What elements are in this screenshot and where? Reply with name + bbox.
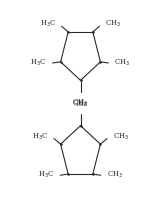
Text: CH$_3$: CH$_3$ — [72, 98, 89, 109]
Text: H$_3$C: H$_3$C — [32, 131, 48, 142]
Text: CH$_3$: CH$_3$ — [114, 58, 131, 68]
Text: CH$_3$: CH$_3$ — [113, 131, 129, 142]
Text: H$_3$C: H$_3$C — [38, 170, 54, 180]
Text: CH$_3$: CH$_3$ — [105, 19, 121, 29]
Text: CH$_3$: CH$_3$ — [107, 170, 123, 180]
Text: CH$_3$: CH$_3$ — [72, 97, 89, 108]
Text: H$_3$C: H$_3$C — [30, 58, 47, 68]
Text: Ba: Ba — [75, 100, 86, 108]
Text: H$_3$C: H$_3$C — [40, 19, 56, 29]
